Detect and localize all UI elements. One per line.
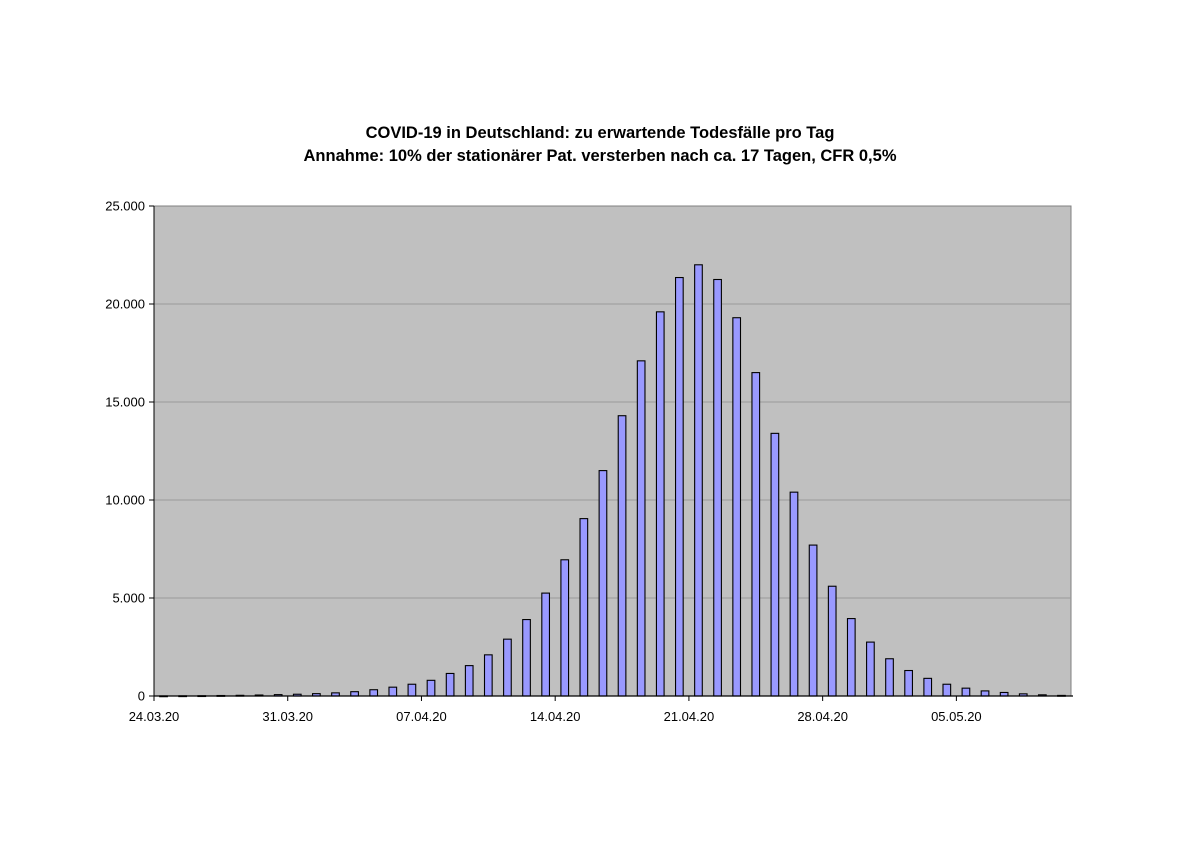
y-tick-label: 20.000 [105, 297, 145, 312]
bar [388, 686, 398, 697]
x-tick-label: 14.04.20 [530, 709, 581, 724]
bar [942, 683, 952, 697]
bar [674, 276, 684, 697]
chart-title-block: COVID-19 in Deutschland: zu erwartende T… [0, 122, 1200, 168]
bar [961, 687, 971, 697]
y-tick-label: 10.000 [105, 493, 145, 508]
bar [579, 518, 589, 697]
y-tick-label: 25.000 [105, 199, 145, 214]
plot-area [153, 205, 1072, 697]
bar [522, 619, 531, 697]
chart-subtitle: Annahme: 10% der stationärer Pat. verste… [303, 147, 897, 165]
bar [827, 585, 837, 697]
bar [980, 690, 990, 697]
bar [713, 278, 722, 697]
gridlines [154, 303, 1071, 599]
x-tick-label: 05.05.20 [931, 709, 982, 724]
bar [770, 432, 780, 697]
x-tick-label: 31.03.20 [262, 709, 313, 724]
bar [369, 689, 379, 697]
bar [426, 679, 436, 697]
y-tick-label: 15.000 [105, 395, 145, 410]
x-tick-label: 24.03.20 [129, 709, 180, 724]
bar [846, 618, 856, 697]
chart-title: COVID-19 in Deutschland: zu erwartende T… [365, 124, 835, 142]
bar [789, 491, 799, 697]
y-tick-label: 0 [138, 689, 145, 704]
bar [655, 311, 665, 697]
bar [483, 654, 493, 697]
bar [885, 658, 894, 697]
bar [694, 264, 703, 697]
bar [503, 638, 512, 697]
bar [751, 372, 761, 697]
bar [732, 317, 742, 697]
bar [560, 559, 570, 697]
axes [149, 205, 1073, 701]
bar [923, 677, 933, 697]
bars [159, 264, 1066, 698]
bar [904, 669, 913, 697]
x-tick-label: 07.04.20 [396, 709, 447, 724]
bar [636, 360, 646, 697]
bar [407, 683, 417, 697]
bar [617, 415, 627, 697]
y-tick-label: 5.000 [112, 591, 145, 606]
bar [350, 691, 359, 697]
bar [445, 672, 455, 697]
tick-labels: 0 5.000 10.000 15.000 20.000 25.000 24.03.20 31… [105, 199, 981, 725]
bar [598, 470, 608, 697]
x-tick-label: 28.04.20 [797, 709, 848, 724]
bar [808, 544, 818, 697]
bar [541, 592, 551, 697]
bar [464, 665, 474, 697]
x-tick-label: 21.04.20 [664, 709, 715, 724]
bar [866, 641, 875, 697]
